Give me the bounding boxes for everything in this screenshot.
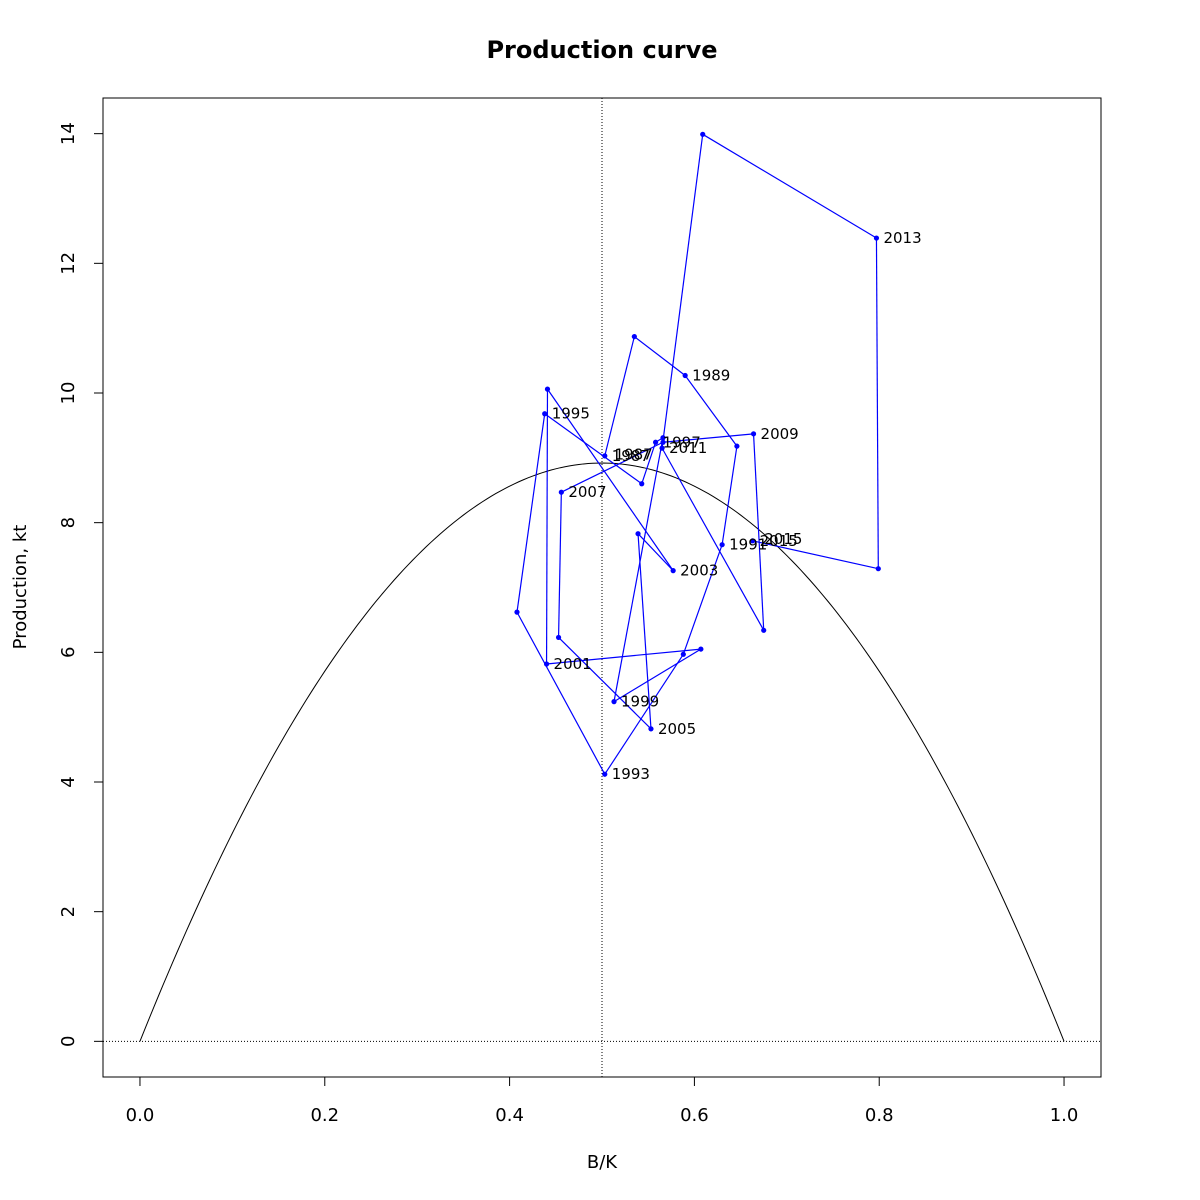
y-tick-label: 14 — [58, 122, 79, 145]
data-point-1994 — [514, 609, 520, 615]
point-label: 2011 — [669, 439, 707, 457]
y-axis: 0 2 4 6 8 10 12 14 — [58, 122, 103, 1047]
series-segment — [557, 492, 562, 638]
data-point-1998 — [660, 435, 666, 441]
reference-lines — [103, 98, 1101, 1077]
data-point-1988 — [631, 333, 637, 340]
series-segment — [604, 336, 635, 457]
series-segment — [637, 533, 674, 572]
x-axis: 0.0 0.2 0.4 0.6 0.8 1.0 — [126, 1077, 1079, 1126]
data-point-1999 — [611, 699, 617, 705]
series-segment — [604, 653, 684, 775]
series-segment — [875, 238, 879, 569]
data-point-1992 — [680, 651, 686, 657]
point-label: 2009 — [761, 425, 799, 443]
x-tick-label: 0.8 — [865, 1105, 894, 1126]
data-point-2002 — [544, 386, 551, 392]
x-axis-label: B/K — [587, 1152, 618, 1173]
point-labels: 1987 1989 1991 1993 1995 1997 1999 2001 2003 2005… — [552, 229, 922, 783]
point-label: 1989 — [692, 366, 730, 384]
point-label: 2007 — [568, 483, 606, 501]
point-label: 1991 — [729, 536, 767, 554]
series-segment — [516, 413, 546, 613]
point-label: 2013 — [883, 229, 921, 247]
x-tick-label: 0.4 — [495, 1105, 524, 1126]
series-segment — [546, 648, 701, 665]
series-segment — [613, 648, 702, 703]
series-segment — [752, 540, 879, 570]
x-tick-label: 0.0 — [126, 1105, 155, 1126]
series-lines — [516, 133, 879, 775]
y-tick-label: 10 — [58, 382, 79, 405]
series-segment — [633, 336, 686, 376]
series-segment — [684, 375, 738, 447]
data-point-2010 — [761, 627, 767, 633]
series-segment — [546, 388, 674, 571]
point-label: 1993 — [612, 765, 650, 783]
data-point-2003 — [670, 568, 676, 574]
series-segment — [641, 442, 657, 484]
data-point-2015 — [750, 538, 756, 544]
series-points — [514, 131, 881, 777]
data-point-2008 — [660, 439, 666, 445]
data-point-1997 — [652, 439, 659, 445]
series-segment — [661, 134, 704, 449]
point-label: 1999 — [621, 693, 659, 711]
data-point-2000 — [698, 646, 704, 652]
point-label: 2015 — [760, 532, 798, 550]
series-segment — [558, 636, 652, 730]
data-point-2012 — [700, 131, 706, 137]
series-segment — [721, 446, 738, 545]
y-tick-label: 8 — [58, 517, 79, 528]
series-segment — [516, 611, 606, 775]
data-point-2014 — [875, 566, 881, 572]
point-label: 1997 — [663, 433, 701, 451]
x-tick-label: 0.2 — [310, 1105, 339, 1126]
x-tick-label: 0.6 — [680, 1105, 709, 1126]
x-tick-label: 1.0 — [1050, 1105, 1079, 1126]
point-label: 2001 — [554, 655, 592, 673]
y-tick-label: 0 — [58, 1036, 79, 1047]
series-segment — [545, 389, 549, 665]
data-point-2004 — [635, 531, 641, 537]
series-segment — [561, 441, 664, 493]
y-tick-label: 6 — [58, 647, 79, 658]
series-segment — [752, 433, 765, 631]
point-label: 2003 — [680, 562, 718, 580]
point-label: 2005 — [658, 720, 696, 738]
series-segment — [637, 533, 652, 729]
series-segment — [544, 413, 643, 485]
data-point-2013 — [873, 235, 880, 241]
point-label-overlap: 2015 — [764, 530, 802, 548]
point-label: 1995 — [552, 405, 590, 423]
series-segment — [662, 433, 754, 443]
data-point-2005 — [648, 726, 654, 732]
data-point-2011 — [659, 445, 665, 451]
data-point-1990 — [734, 443, 740, 449]
data-point-1991 — [719, 542, 725, 548]
series-segment — [661, 447, 765, 631]
data-point-2006 — [555, 634, 562, 641]
series-segment — [613, 437, 664, 702]
data-point-2009 — [750, 431, 757, 437]
point-label-overlap: 1987 — [615, 446, 653, 464]
y-tick-label: 2 — [58, 906, 79, 917]
data-point-1995 — [542, 411, 548, 417]
data-point-1989 — [682, 372, 688, 379]
series-segment — [682, 544, 723, 655]
y-tick-label: 4 — [58, 776, 79, 787]
data-point-1993 — [602, 771, 608, 777]
y-tick-label: 12 — [58, 252, 79, 275]
data-point-2001 — [543, 661, 550, 667]
production-parabola — [139, 462, 1065, 1042]
y-axis-label: Production, kt — [10, 525, 31, 650]
data-point-2007 — [558, 489, 564, 495]
chart-title: Production curve — [486, 36, 717, 64]
data-point-1987 — [602, 453, 608, 459]
data-point-1996 — [639, 481, 645, 487]
series-segment — [702, 133, 877, 239]
point-label: 1987 — [612, 447, 650, 465]
